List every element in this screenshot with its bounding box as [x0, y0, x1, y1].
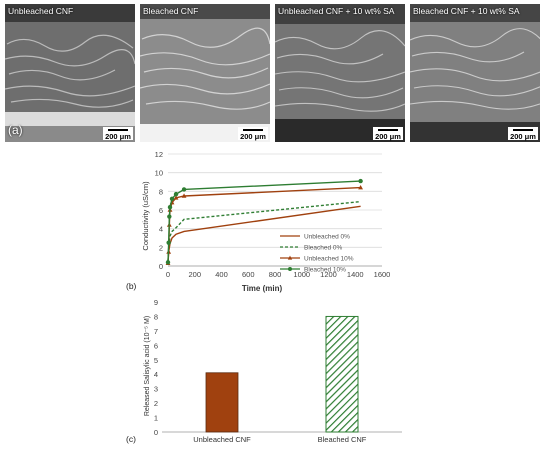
sem-image: [140, 4, 270, 142]
legend-label: Unbleached 0%: [304, 234, 350, 241]
sem-image: [275, 4, 405, 142]
bar: [325, 315, 359, 433]
scale-bar: 200 μm: [238, 127, 268, 141]
sem-image-row: Unbleached CNF (a) 200 μm Bleached CNF 2…: [5, 4, 545, 146]
y-tick-label: 12: [155, 150, 163, 159]
released-sa-chart: 0 1 2 3 4 5 6 7 8 9 Unbleached CNF Bleached CNF Rel…: [144, 298, 402, 444]
y-tick-label: 1: [154, 414, 158, 423]
scale-bar: 200 μm: [373, 127, 403, 141]
y-tick-label: 7: [154, 327, 158, 336]
panel-label-b: (b): [126, 281, 137, 291]
y-tick-label: 0: [159, 262, 163, 271]
data-point: [166, 240, 171, 245]
y-tick-label: 4: [154, 370, 158, 379]
x-tick-label: 400: [215, 270, 228, 279]
y-tick-label: 8: [159, 187, 163, 196]
x-tick-label: 200: [188, 270, 201, 279]
x-tick-label: 0: [166, 270, 170, 279]
legend-label: Unbleached 10%: [304, 256, 354, 263]
y-tick-label: 3: [154, 385, 158, 394]
scale-text: 200 μm: [105, 132, 131, 141]
series-line: [167, 186, 361, 264]
x-tick-label: 1000: [293, 270, 310, 279]
data-point: [173, 191, 179, 197]
scale-bar: 200 μm: [103, 127, 133, 141]
y-tick-label: 0: [154, 428, 158, 437]
x-tick-label: 800: [269, 270, 282, 279]
sem-label: Unbleached CNF: [8, 6, 74, 16]
legend-marker: [288, 267, 292, 271]
x-tick-label: 1600: [374, 270, 391, 279]
x-tick-label: 1200: [320, 270, 337, 279]
data-point: [181, 187, 187, 192]
data-point: [173, 195, 179, 200]
chart-bars: [205, 315, 359, 433]
x-tick-label: Unbleached CNF: [193, 435, 251, 444]
y-tick-label: 6: [159, 206, 163, 215]
sem-image: [5, 4, 135, 142]
data-point: [181, 193, 187, 198]
y-axis-label: Conductivity (uS/cm): [141, 181, 150, 251]
x-tick-label: 600: [242, 270, 255, 279]
y-tick-label: 2: [159, 243, 163, 252]
scale-bar: 200 μm: [508, 127, 538, 141]
y-tick-label: 5: [154, 356, 158, 365]
bar: [205, 372, 239, 433]
chart-axes: 0 1 2 3 4 5 6 7 8 9 Unbleached CNF Bleached CNF: [154, 298, 402, 444]
data-point: [358, 185, 363, 190]
sem-image: [410, 4, 540, 142]
x-tick-label: 1400: [347, 270, 364, 279]
scale-text: 200 μm: [375, 132, 401, 141]
scale-text: 200 μm: [240, 132, 266, 141]
y-axis-label: Released Salisylic acid (10⁻⁵ M): [144, 316, 151, 416]
sem-label: Bleached CNF: [143, 6, 199, 16]
series-line: [167, 200, 361, 262]
legend-label: Bleached 10%: [304, 267, 346, 274]
legend-marker: [287, 255, 293, 260]
chart-axes: 0 2 4 6 8 10 12 0 200 400 600 800 1000 1200 1400 1600: [155, 150, 391, 279]
y-tick-label: 8: [154, 312, 158, 321]
data-point: [167, 214, 172, 219]
x-tick-label: Bleached CNF: [318, 435, 367, 444]
data-point: [165, 260, 171, 265]
panel-label-a: (a): [8, 123, 23, 137]
x-axis-label: Time (min): [242, 284, 283, 293]
panel-label-c: (c): [126, 434, 136, 444]
y-tick-label: 2: [154, 399, 158, 408]
data-point: [358, 178, 363, 184]
y-tick-label: 10: [155, 169, 163, 178]
sem-label: Unbleached CNF + 10 wt% SA: [278, 6, 395, 16]
scale-text: 200 μm: [510, 132, 536, 141]
sem-panel-unbleached-sa: Unbleached CNF + 10 wt% SA 200 μm: [275, 4, 405, 142]
sem-panel-unbleached: Unbleached CNF (a) 200 μm: [5, 4, 135, 142]
y-tick-label: 6: [154, 341, 158, 350]
data-point: [169, 196, 175, 201]
chart-legend: Unbleached 0% Bleached 0% Unbleached 10% Bl…: [280, 234, 354, 274]
conductivity-chart: 0 2 4 6 8 10 12 0 200 400 600 800 1000 1200 1400 1600 U…: [141, 150, 391, 293]
chart-series: [165, 178, 363, 265]
sem-panel-bleached: Bleached CNF 200 μm: [140, 4, 270, 142]
data-point: [167, 205, 173, 210]
sem-panel-bleached-sa: Bleached CNF + 10 wt% SA 200 μm: [410, 4, 540, 142]
sem-label: Bleached CNF + 10 wt% SA: [413, 6, 520, 16]
legend-label: Bleached 0%: [304, 245, 343, 252]
y-tick-label: 4: [159, 225, 163, 234]
chart-grid: [168, 153, 382, 267]
y-tick-label: 9: [154, 298, 158, 307]
